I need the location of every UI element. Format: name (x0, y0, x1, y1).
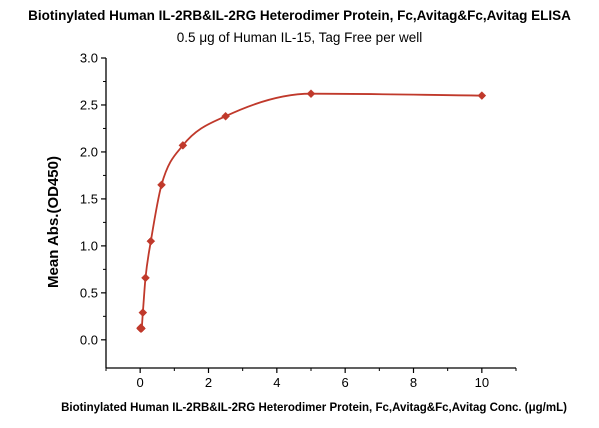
chart-subtitle: 0.5 μg of Human IL-15, Tag Free per well (176, 30, 423, 45)
x-tick-label: 0 (137, 375, 144, 390)
fit-curve-group (139, 92, 482, 330)
y-tick-label: 1.0 (80, 238, 98, 253)
axes: 0.0 0.5 1.0 1.5 2.0 2.5 3.0 0 2 4 6 8 10 (80, 51, 517, 390)
data-point (178, 141, 188, 150)
y-tick-label: 0.5 (80, 285, 98, 300)
data-points (136, 89, 487, 333)
data-point (221, 111, 230, 121)
y-axis-title: Mean Abs.(OD450) (45, 156, 62, 288)
x-tick-label: 6 (342, 375, 349, 390)
y-tick-label: 0.0 (80, 332, 98, 347)
chart-title: Biotinylated Human IL-2RB&IL-2RG Heterod… (28, 8, 571, 23)
data-point (306, 89, 316, 99)
y-tick-label: 2.0 (80, 144, 98, 159)
data-point (157, 180, 166, 190)
y-tick-label: 2.5 (80, 97, 98, 112)
x-tick-label: 2 (205, 375, 212, 390)
x-tick-label: 8 (410, 375, 417, 390)
y-tick-label: 3.0 (80, 51, 98, 66)
data-point (477, 91, 487, 100)
x-tick-label: 4 (273, 375, 280, 390)
x-tick-label: 10 (475, 375, 489, 390)
data-point (146, 236, 156, 246)
y-tick-label: 1.5 (80, 191, 98, 206)
fit-curve (139, 92, 482, 330)
data-point (141, 273, 150, 283)
data-point (138, 308, 148, 317)
x-axis-title: Biotinylated Human IL-2RB&IL-2RG Heterod… (61, 402, 567, 414)
data-point (137, 324, 146, 333)
